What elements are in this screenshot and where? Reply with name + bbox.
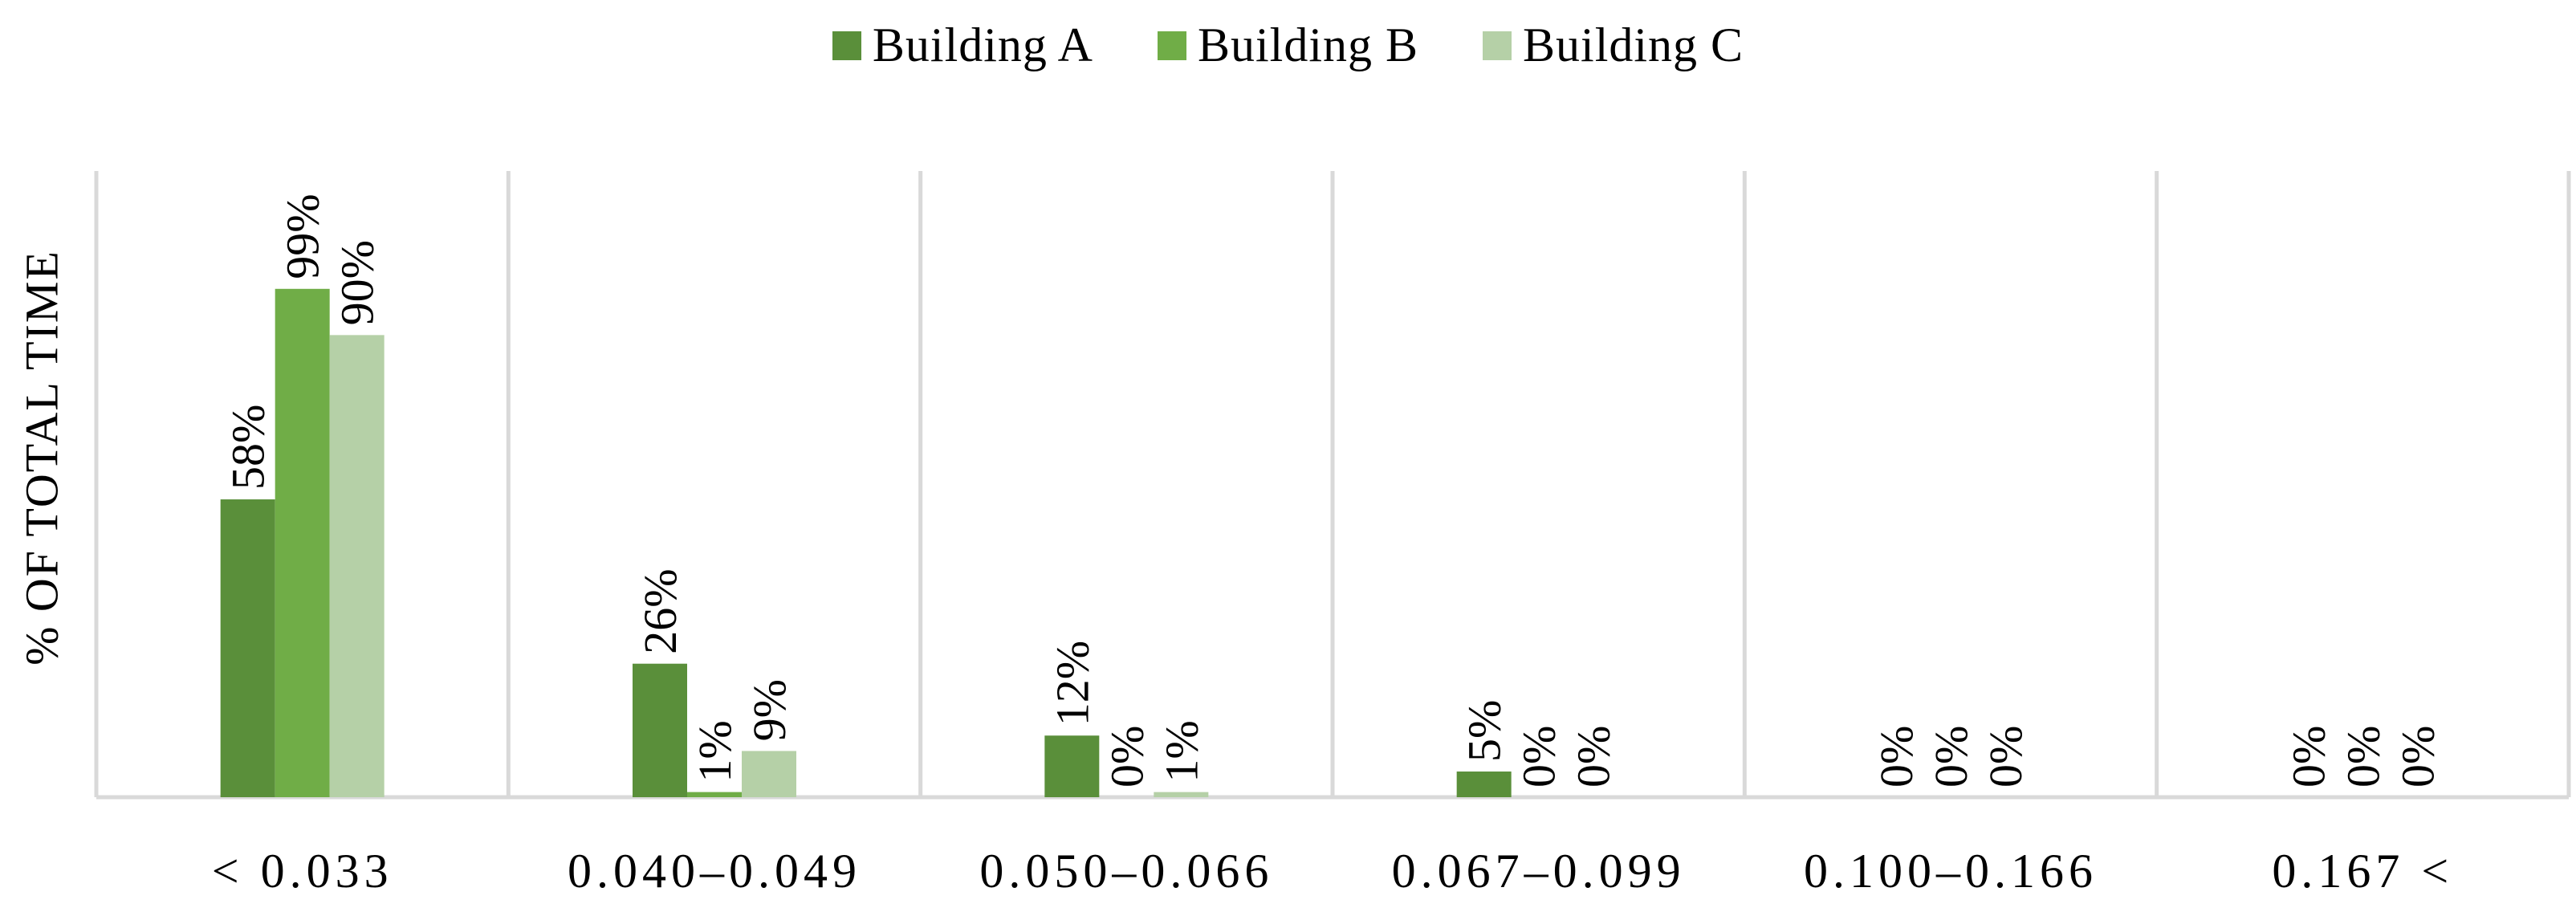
data-label: 1% [1155, 720, 1207, 782]
data-label: 0% [1101, 726, 1153, 788]
legend-swatch [832, 31, 861, 60]
legend: Building A Building B Building C [0, 18, 2576, 73]
bar-building-c [1154, 792, 1209, 797]
x-tick-label: 0.050–0.066 [979, 845, 1273, 898]
data-label: 5% [1459, 700, 1511, 762]
data-label: 0% [1980, 726, 2032, 788]
legend-item-building-c: Building C [1483, 18, 1744, 73]
legend-swatch [1483, 31, 1512, 60]
data-label: 1% [689, 720, 741, 782]
data-label: 90% [332, 240, 384, 325]
legend-item-building-b: Building B [1157, 18, 1419, 73]
bar-building-a [1044, 735, 1100, 797]
data-label: 0% [2282, 726, 2334, 788]
data-label: 0% [1513, 726, 1565, 788]
x-tick-label: 0.167 < [2272, 845, 2453, 898]
data-label: 0% [1568, 726, 1620, 788]
data-label: 12% [1046, 641, 1098, 726]
data-label: 0% [2391, 726, 2444, 788]
legend-item-building-a: Building A [832, 18, 1093, 73]
data-label: 99% [277, 193, 329, 279]
x-tick-label: 0.100–0.166 [1804, 845, 2098, 898]
bar-building-a [633, 663, 687, 797]
bar-building-b [275, 288, 330, 797]
data-label: 0% [2337, 726, 2389, 788]
data-label: 0% [1925, 726, 1977, 788]
legend-label: Building B [1197, 18, 1419, 71]
legend-swatch [1157, 31, 1186, 60]
data-label: 58% [222, 405, 275, 490]
data-label: 26% [634, 568, 686, 653]
bar-building-a [220, 499, 275, 797]
x-tick-label: 0.067–0.099 [1392, 845, 1686, 898]
bar-building-a [1456, 772, 1512, 797]
legend-label: Building A [872, 18, 1093, 71]
bar-building-b [687, 792, 742, 797]
bar-building-c [329, 335, 385, 797]
data-label: 0% [1870, 726, 1923, 788]
legend-label: Building C [1523, 18, 1744, 71]
data-label: 9% [743, 679, 796, 741]
bar-building-c [742, 751, 796, 797]
x-tick-label: < 0.033 [212, 845, 393, 898]
x-tick-label: 0.040–0.049 [568, 845, 861, 898]
